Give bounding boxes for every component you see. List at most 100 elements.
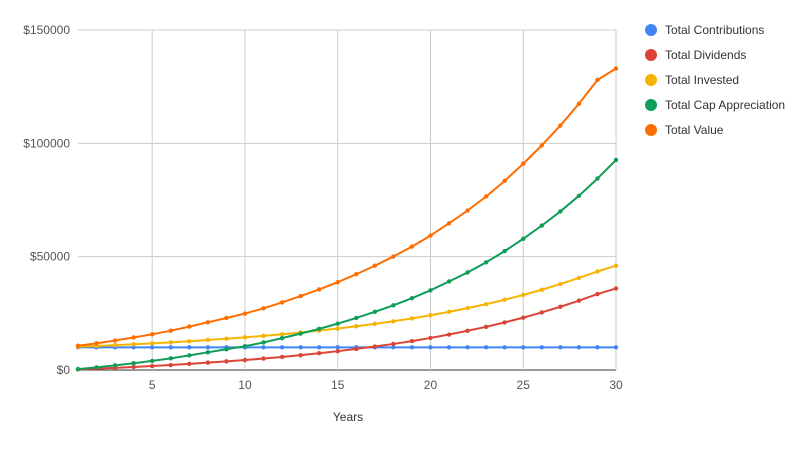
data-point-total-invested[interactable]	[558, 281, 563, 287]
data-point-total-dividends[interactable]	[224, 359, 229, 364]
data-point-total-cap-appreciation[interactable]	[150, 358, 155, 364]
data-point-total-invested[interactable]	[261, 333, 266, 339]
legend-item-total-value[interactable]: Total Value	[645, 123, 724, 137]
data-point-total-invested[interactable]	[150, 341, 155, 346]
data-point-total-invested[interactable]	[446, 309, 452, 315]
data-point-total-contributions[interactable]	[613, 345, 619, 350]
data-point-total-contributions[interactable]	[576, 345, 582, 350]
legend-item-total-cap-appreciation[interactable]: Total Cap Appreciation	[645, 98, 785, 112]
data-point-total-dividends[interactable]	[613, 286, 619, 291]
data-point-total-dividends[interactable]	[187, 361, 192, 367]
data-point-total-cap-appreciation[interactable]	[558, 209, 563, 214]
data-point-total-value[interactable]	[168, 328, 173, 333]
data-point-total-invested[interactable]	[335, 326, 340, 331]
data-point-total-invested[interactable]	[112, 342, 118, 348]
legend-item-total-invested[interactable]: Total Invested	[645, 73, 739, 87]
data-point-total-contributions[interactable]	[502, 345, 507, 350]
data-point-total-contributions[interactable]	[298, 345, 303, 350]
data-point-total-invested[interactable]	[428, 313, 433, 318]
data-point-total-value[interactable]	[279, 300, 285, 305]
data-point-total-invested[interactable]	[576, 275, 582, 281]
data-point-total-dividends[interactable]	[576, 298, 582, 303]
data-point-total-invested[interactable]	[279, 332, 285, 337]
data-point-total-invested[interactable]	[502, 297, 507, 302]
data-point-total-value[interactable]	[205, 320, 211, 325]
data-point-total-value[interactable]	[576, 101, 582, 106]
data-point-total-cap-appreciation[interactable]	[335, 321, 340, 326]
data-point-total-cap-appreciation[interactable]	[391, 303, 396, 308]
data-point-total-contributions[interactable]	[279, 345, 285, 350]
data-point-total-value[interactable]	[428, 233, 433, 238]
data-point-total-cap-appreciation[interactable]	[261, 340, 266, 345]
data-point-total-contributions[interactable]	[187, 345, 192, 350]
data-point-total-value[interactable]	[354, 272, 359, 277]
data-point-total-cap-appreciation[interactable]	[502, 248, 507, 254]
data-point-total-value[interactable]	[316, 287, 322, 292]
data-point-total-contributions[interactable]	[131, 345, 136, 350]
data-point-total-dividends[interactable]	[428, 335, 433, 341]
data-point-total-dividends[interactable]	[446, 332, 452, 337]
data-point-total-invested[interactable]	[613, 263, 619, 268]
data-point-total-cap-appreciation[interactable]	[521, 236, 526, 241]
data-point-total-value[interactable]	[131, 335, 136, 340]
data-point-total-value[interactable]	[483, 194, 489, 199]
data-point-total-value[interactable]	[261, 306, 266, 311]
data-point-total-value[interactable]	[224, 315, 229, 321]
data-point-total-contributions[interactable]	[150, 345, 155, 350]
data-point-total-cap-appreciation[interactable]	[595, 176, 600, 181]
data-point-total-cap-appreciation[interactable]	[298, 331, 303, 336]
data-point-total-dividends[interactable]	[261, 356, 266, 361]
data-point-total-value[interactable]	[112, 338, 118, 343]
data-point-total-contributions[interactable]	[483, 345, 489, 350]
data-point-total-dividends[interactable]	[595, 291, 600, 297]
data-point-total-cap-appreciation[interactable]	[224, 347, 229, 352]
data-point-total-value[interactable]	[595, 77, 600, 83]
data-point-total-value[interactable]	[409, 244, 415, 249]
data-point-total-contributions[interactable]	[316, 345, 322, 350]
data-point-total-value[interactable]	[372, 263, 378, 268]
data-point-total-dividends[interactable]	[483, 324, 489, 330]
data-point-total-value[interactable]	[613, 66, 619, 71]
data-point-total-invested[interactable]	[205, 337, 211, 343]
data-point-total-dividends[interactable]	[558, 304, 563, 309]
data-point-total-invested[interactable]	[391, 319, 396, 324]
data-point-total-cap-appreciation[interactable]	[279, 335, 285, 341]
data-point-total-dividends[interactable]	[409, 338, 415, 344]
data-point-total-dividends[interactable]	[131, 364, 136, 370]
data-point-total-value[interactable]	[335, 279, 340, 285]
data-point-total-cap-appreciation[interactable]	[409, 295, 415, 301]
data-point-total-contributions[interactable]	[558, 345, 563, 350]
data-point-total-cap-appreciation[interactable]	[131, 361, 136, 366]
data-point-total-cap-appreciation[interactable]	[75, 366, 81, 372]
data-point-total-invested[interactable]	[168, 340, 173, 345]
data-point-total-invested[interactable]	[242, 335, 248, 340]
data-point-total-contributions[interactable]	[205, 345, 211, 350]
data-point-total-invested[interactable]	[224, 336, 229, 341]
data-point-total-dividends[interactable]	[539, 310, 544, 315]
data-point-total-contributions[interactable]	[539, 345, 544, 350]
data-point-total-dividends[interactable]	[316, 351, 322, 356]
data-point-total-value[interactable]	[521, 161, 526, 166]
data-point-total-cap-appreciation[interactable]	[187, 353, 192, 358]
data-point-total-value[interactable]	[539, 143, 544, 148]
data-point-total-dividends[interactable]	[391, 341, 396, 347]
data-point-total-contributions[interactable]	[521, 345, 526, 350]
data-point-total-value[interactable]	[150, 332, 155, 337]
data-point-total-cap-appreciation[interactable]	[354, 315, 359, 321]
data-point-total-contributions[interactable]	[595, 345, 600, 350]
data-point-total-cap-appreciation[interactable]	[316, 326, 322, 332]
data-point-total-cap-appreciation[interactable]	[94, 365, 99, 370]
data-point-total-cap-appreciation[interactable]	[242, 344, 248, 349]
data-point-total-cap-appreciation[interactable]	[446, 279, 452, 284]
data-point-total-dividends[interactable]	[242, 357, 248, 363]
data-point-total-invested[interactable]	[521, 292, 526, 298]
data-point-total-value[interactable]	[242, 311, 248, 316]
data-point-total-value[interactable]	[558, 123, 563, 128]
legend-item-total-dividends[interactable]: Total Dividends	[645, 48, 746, 62]
data-point-total-cap-appreciation[interactable]	[205, 350, 211, 355]
data-point-total-cap-appreciation[interactable]	[372, 309, 378, 315]
data-point-total-dividends[interactable]	[335, 348, 340, 354]
data-point-total-dividends[interactable]	[372, 344, 378, 349]
data-point-total-contributions[interactable]	[168, 345, 173, 350]
data-point-total-cap-appreciation[interactable]	[576, 193, 582, 199]
